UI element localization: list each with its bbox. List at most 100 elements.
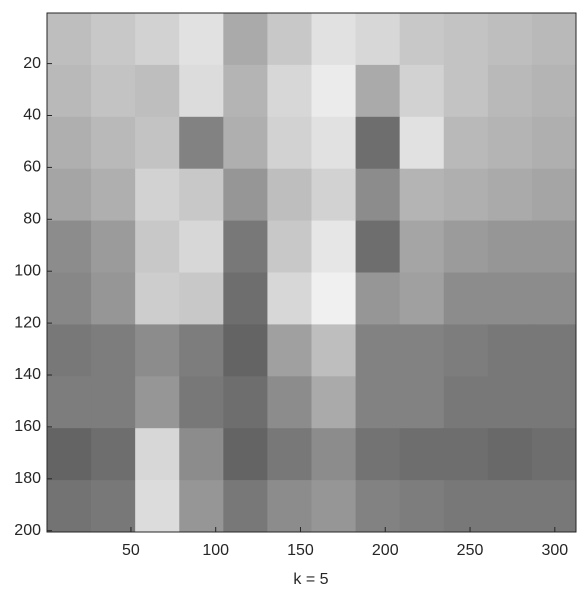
image-cell <box>91 116 136 170</box>
image-cell <box>399 13 445 66</box>
y-tick-label: 40 <box>23 107 41 124</box>
x-tick-label: 250 <box>457 542 484 559</box>
y-tick-label: 80 <box>23 211 41 228</box>
image-cell <box>311 480 357 533</box>
image-cell <box>487 480 533 533</box>
image-cell <box>223 13 268 66</box>
image-cell <box>267 376 312 429</box>
image-cell <box>443 480 489 533</box>
image-cell <box>355 116 401 170</box>
image-cell <box>179 376 224 429</box>
image-cell <box>223 428 268 481</box>
image-cell <box>399 64 445 118</box>
image-cell <box>223 376 268 429</box>
x-tick-label: 300 <box>541 542 568 559</box>
image-cell <box>91 480 136 533</box>
image-cell <box>487 272 533 325</box>
image-cell <box>355 272 401 325</box>
y-tick-label: 20 <box>23 55 41 72</box>
y-tick-label: 100 <box>14 262 41 279</box>
image-cell <box>91 64 136 118</box>
image-cell <box>311 428 357 481</box>
image-cell <box>443 428 489 481</box>
image-cell <box>443 272 489 325</box>
image-cell <box>311 376 357 429</box>
image-cell <box>355 480 401 533</box>
image-cell <box>487 13 533 66</box>
image-cell <box>399 376 445 429</box>
image-cell <box>91 324 136 377</box>
image-cell <box>487 116 533 170</box>
image-cell <box>443 220 489 273</box>
image-cell <box>311 220 357 273</box>
image-cell <box>399 168 445 222</box>
image-cell <box>531 220 577 273</box>
image-cell <box>135 376 180 429</box>
image-cell <box>47 220 92 273</box>
image-cell <box>91 168 136 222</box>
image-cell <box>267 272 312 325</box>
image-cell <box>47 168 92 222</box>
image-cell <box>531 272 577 325</box>
image-cell <box>135 480 180 533</box>
image-cell <box>399 220 445 273</box>
image-cell <box>399 272 445 325</box>
image-cell <box>443 64 489 118</box>
x-tick-label: 100 <box>202 542 229 559</box>
image-cell <box>487 324 533 377</box>
image-cell <box>135 272 180 325</box>
image-cell <box>531 376 577 429</box>
y-tick-label: 120 <box>14 314 41 331</box>
x-tick-label: 200 <box>372 542 399 559</box>
image-cell <box>399 428 445 481</box>
image-cell <box>399 480 445 533</box>
image-cell <box>179 220 224 273</box>
image-cell <box>179 428 224 481</box>
image-cell <box>355 220 401 273</box>
x-axis-label: k = 5 <box>293 571 328 588</box>
image-cell <box>267 168 312 222</box>
image-cell <box>91 13 136 66</box>
image-cell <box>223 480 268 533</box>
y-tick-label: 180 <box>14 470 41 487</box>
image-cell <box>223 220 268 273</box>
image-cell <box>311 168 357 222</box>
image-cell <box>47 428 92 481</box>
image-cell <box>91 428 136 481</box>
image-cell <box>355 376 401 429</box>
image-cell <box>135 13 180 66</box>
image-cell <box>443 376 489 429</box>
image-cell <box>443 116 489 170</box>
image-cell <box>135 64 180 118</box>
image-cell <box>399 324 445 377</box>
image-cell <box>531 324 577 377</box>
y-tick-label: 140 <box>14 366 41 383</box>
image-cell <box>47 376 92 429</box>
image-cell <box>311 13 357 66</box>
image-cell <box>267 64 312 118</box>
image-cell <box>487 376 533 429</box>
image-cell <box>179 116 224 170</box>
x-tick-label: 150 <box>287 542 314 559</box>
image-cell <box>487 220 533 273</box>
image-cell <box>267 13 312 66</box>
image-cell <box>223 116 268 170</box>
image-cell <box>267 428 312 481</box>
image-cell <box>91 272 136 325</box>
image-cell <box>531 480 577 533</box>
image-cell <box>223 64 268 118</box>
y-tick-label: 200 <box>14 522 41 539</box>
image-cell <box>531 168 577 222</box>
image-cell <box>179 324 224 377</box>
image-cell <box>47 480 92 533</box>
image-cell <box>311 64 357 118</box>
image-cell <box>179 480 224 533</box>
image-cell <box>179 64 224 118</box>
image-cell <box>355 428 401 481</box>
image-cell <box>135 428 180 481</box>
image-cell <box>531 64 577 118</box>
image-cell <box>311 116 357 170</box>
image-cell <box>531 116 577 170</box>
image-cell <box>267 480 312 533</box>
